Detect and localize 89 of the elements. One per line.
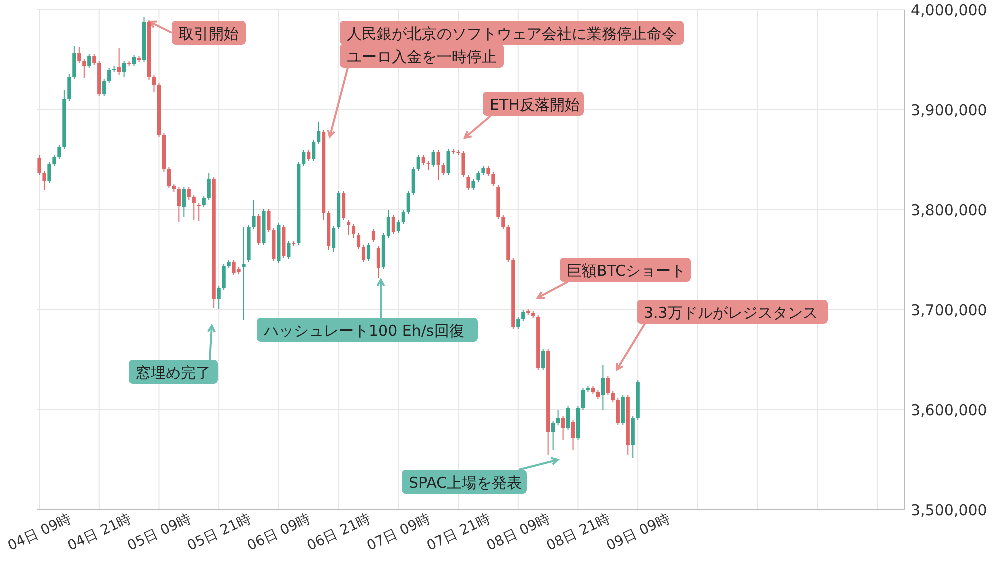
candlestick xyxy=(502,214,506,230)
candlestick xyxy=(187,186,191,200)
candlestick xyxy=(307,150,311,162)
candlestick xyxy=(122,60,126,78)
candlestick xyxy=(492,172,496,186)
candlestick xyxy=(287,240,291,260)
candlestick xyxy=(182,186,186,218)
candlestick xyxy=(102,78,106,96)
candlestick xyxy=(366,242,371,262)
candlestick xyxy=(606,376,610,396)
annotation: ETH反落開始 xyxy=(490,96,580,114)
candlestick xyxy=(396,220,400,234)
candlestick xyxy=(222,264,226,290)
candlestick xyxy=(516,316,520,330)
candlestick xyxy=(561,416,566,440)
candlestick xyxy=(167,166,171,188)
candlestick xyxy=(252,200,256,230)
candlestick xyxy=(402,210,406,224)
candlestick xyxy=(118,48,122,76)
candlestick xyxy=(192,194,196,220)
candlestick xyxy=(432,150,436,168)
candlestick xyxy=(406,190,410,214)
candlestick xyxy=(207,172,211,200)
candlestick xyxy=(177,186,181,222)
candlestick xyxy=(58,144,62,160)
candlestick xyxy=(197,202,201,222)
candlestick xyxy=(356,232,361,250)
candlestick xyxy=(132,54,136,66)
candlestick xyxy=(581,388,586,410)
y-tick-label: 3,800,000 xyxy=(911,201,988,220)
candlestick xyxy=(302,150,306,166)
candlestick xyxy=(616,398,620,426)
candlestick xyxy=(52,154,56,166)
candlestick xyxy=(442,162,446,176)
candlestick xyxy=(522,310,526,322)
candlestick xyxy=(601,364,605,410)
annotation: SPAC上場を発表 xyxy=(409,474,522,492)
candlestick xyxy=(476,170,480,182)
candlestick xyxy=(372,228,376,242)
candlestick xyxy=(217,286,221,310)
candlestick xyxy=(542,348,546,370)
annotation: 窓埋め完了 xyxy=(136,364,211,382)
y-tick-label: 3,500,000 xyxy=(911,501,988,520)
candlestick xyxy=(38,154,42,176)
y-tick-label: 3,600,000 xyxy=(911,401,988,420)
candlestick xyxy=(376,246,381,278)
annotation: 3.3万ドルがレジスタンス xyxy=(644,304,818,322)
candlestick xyxy=(68,74,72,102)
candlestick xyxy=(611,390,615,402)
candlestick xyxy=(472,178,476,190)
candlestick xyxy=(108,68,112,84)
candlestick xyxy=(82,58,86,78)
annotation: 巨額BTCショート xyxy=(567,262,686,280)
y-tick-label: 3,700,000 xyxy=(911,301,988,320)
candlestick xyxy=(571,420,576,450)
candlestick xyxy=(466,174,470,190)
candlestick xyxy=(312,140,316,162)
candlestick xyxy=(486,166,490,176)
candlestick xyxy=(88,54,92,68)
candlestick xyxy=(556,410,560,426)
candlestick xyxy=(446,148,450,176)
candlestick xyxy=(422,154,426,166)
candlestick xyxy=(346,220,351,236)
candlestick xyxy=(202,196,206,208)
annotation: ハッシュレート100 Eh/s回復 xyxy=(263,322,464,340)
candlestick xyxy=(412,166,416,196)
candlestick xyxy=(317,122,321,144)
candlestick xyxy=(72,46,76,80)
candlestick xyxy=(42,170,46,190)
candlestick xyxy=(78,46,82,64)
candlestick xyxy=(552,420,556,450)
candlestick xyxy=(362,244,366,262)
annotation: ユーロ入金を一時停止 xyxy=(347,48,497,66)
candlestick xyxy=(352,224,356,238)
y-tick-label: 3,900,000 xyxy=(911,101,988,120)
candlestick xyxy=(92,54,96,66)
candlestick xyxy=(332,226,336,252)
y-tick-label: 4,000,000 xyxy=(911,1,988,20)
candlestick xyxy=(416,154,420,172)
candlestick xyxy=(392,214,396,234)
candlestick xyxy=(48,162,52,184)
annotation: 人民銀が北京のソフトウェア会社に業務停止命令 xyxy=(347,25,677,43)
candlestick xyxy=(242,226,246,320)
annotation: 取引開始 xyxy=(179,25,239,43)
candlestick xyxy=(566,406,570,430)
candlestick xyxy=(436,150,440,180)
candlestick xyxy=(267,208,271,232)
candlestick xyxy=(152,74,156,92)
candlestick xyxy=(462,150,466,178)
